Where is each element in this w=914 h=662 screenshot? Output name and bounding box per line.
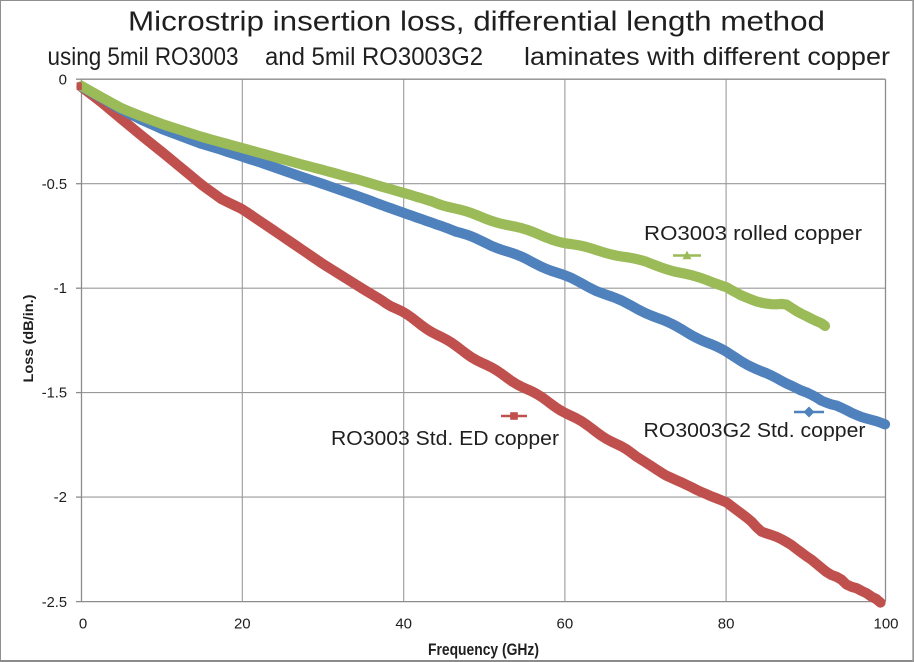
svg-text:-2: -2	[54, 489, 67, 506]
svg-text:80: 80	[718, 616, 735, 633]
svg-text:Loss (dB/in.): Loss (dB/in.)	[20, 295, 36, 383]
svg-text:RO3003 Std. ED copper: RO3003 Std. ED copper	[331, 428, 559, 450]
svg-text:and 5mil RO3003G2: and 5mil RO3003G2	[265, 43, 483, 71]
svg-text:0: 0	[59, 71, 67, 88]
svg-text:using 5mil RO3003: using 5mil RO3003	[48, 43, 239, 71]
svg-text:100: 100	[873, 616, 898, 633]
svg-text:0: 0	[79, 616, 87, 633]
svg-text:20: 20	[234, 616, 251, 633]
svg-text:40: 40	[395, 616, 412, 633]
svg-text:RO3003 rolled copper: RO3003 rolled copper	[644, 223, 862, 245]
svg-text:-1.5: -1.5	[42, 385, 67, 402]
svg-text:Frequency (GHz): Frequency (GHz)	[428, 640, 539, 659]
svg-text:Microstrip insertion loss, dif: Microstrip insertion loss, differential …	[128, 6, 825, 37]
svg-text:-0.5: -0.5	[42, 176, 67, 193]
svg-text:-1: -1	[54, 280, 67, 297]
svg-text:RO3003G2 Std. copper: RO3003G2 Std. copper	[644, 420, 866, 442]
svg-text:-2.5: -2.5	[42, 594, 67, 611]
svg-text:laminates with different coppe: laminates with different copper	[524, 43, 890, 71]
svg-text:60: 60	[557, 616, 574, 633]
